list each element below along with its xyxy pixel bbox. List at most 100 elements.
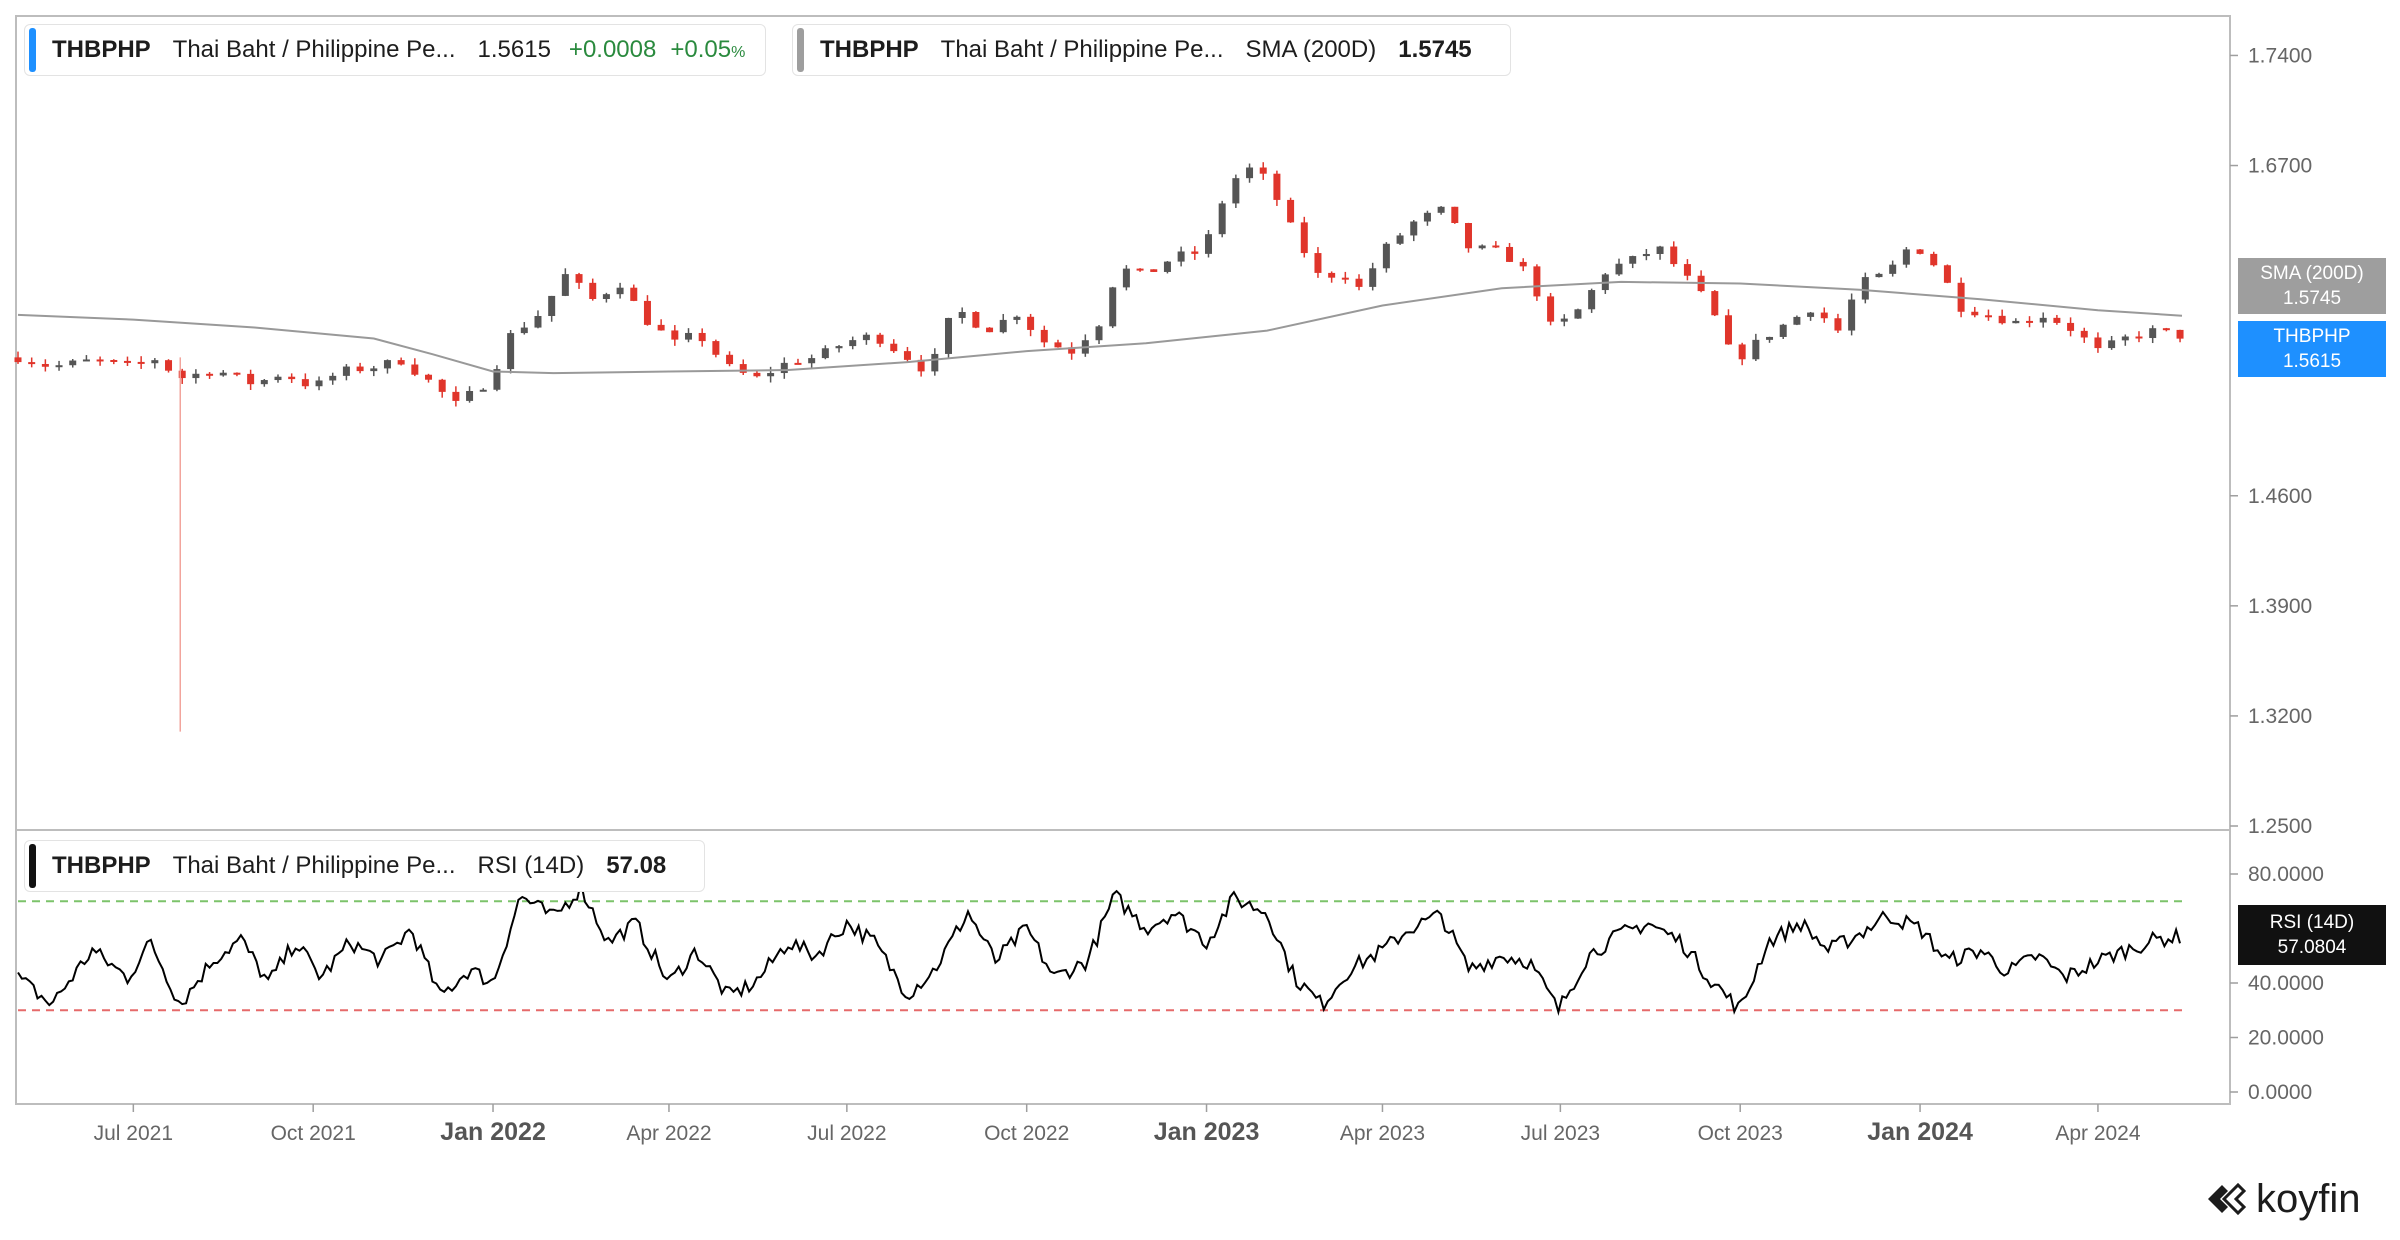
price-candle	[466, 386, 474, 403]
candle-body	[917, 359, 925, 372]
candle-body	[151, 360, 159, 364]
price-candle	[1998, 309, 2006, 325]
candle-body	[2094, 337, 2102, 349]
price-candle	[274, 374, 282, 383]
candle-body	[1519, 261, 1527, 267]
candle-body	[219, 372, 227, 376]
price-candle	[1889, 260, 1897, 277]
price-candle	[507, 330, 515, 374]
candle-body	[589, 282, 597, 299]
candle-body	[274, 376, 282, 381]
legend-sma[interactable]: THBPHP Thai Baht / Philippine Pe... SMA …	[792, 24, 1511, 76]
koyfin-brand[interactable]: koyfin	[2204, 1174, 2361, 1224]
price-candle	[137, 356, 145, 369]
candle-body	[1615, 263, 1623, 275]
candle-body	[1533, 266, 1541, 297]
price-candle	[165, 359, 173, 373]
price-candle	[1807, 311, 1815, 321]
candle-body	[466, 390, 474, 401]
candle-body	[288, 376, 296, 380]
candle-body	[1834, 318, 1842, 331]
candle-body	[1902, 249, 1910, 265]
legend-rsi[interactable]: THBPHP Thai Baht / Philippine Pe... RSI …	[24, 840, 706, 892]
price-candle	[767, 366, 775, 383]
candle-body	[931, 353, 939, 372]
candle-body	[753, 372, 761, 377]
candle-body	[1177, 251, 1185, 262]
legend-main[interactable]: THBPHP Thai Baht / Philippine Pe... 1.56…	[24, 24, 767, 76]
candle-body	[2026, 320, 2034, 323]
price-candle	[2162, 327, 2170, 332]
candle-body	[1109, 287, 1117, 327]
price-candle	[835, 345, 843, 353]
candle-body	[2121, 336, 2129, 341]
price-candle	[917, 355, 925, 377]
price-candle	[2108, 336, 2116, 350]
price-candle	[1287, 197, 1295, 223]
price-candle	[1095, 325, 1103, 345]
candle-body	[1013, 316, 1021, 320]
price-candle	[1560, 314, 1568, 327]
price-candle	[1478, 244, 1486, 250]
price-candle	[2176, 329, 2184, 343]
price-candle	[685, 328, 693, 343]
candle-body	[862, 334, 870, 341]
price-candle	[999, 313, 1007, 334]
legend-sma-value: 1.5745	[1398, 36, 1472, 63]
price-candle	[151, 358, 159, 369]
price-candle	[1711, 290, 1719, 317]
candle-body	[1464, 223, 1472, 249]
candle-body	[671, 330, 679, 340]
candle-body	[1328, 272, 1336, 278]
candle-body	[1040, 329, 1048, 343]
price-candle	[397, 357, 405, 366]
price-y-tick-label: 1.6700	[2248, 155, 2312, 178]
price-candle	[780, 357, 788, 379]
price-badge-label: THBPHP	[2273, 326, 2351, 347]
candle-body	[1259, 167, 1267, 174]
y-axis: 1.7400 1.6700 1.4600 1.3900 1.3200 1.2500 80.0…	[2230, 44, 2324, 1104]
price-candle	[1382, 242, 1390, 273]
candle-body	[1656, 246, 1664, 254]
price-pane[interactable]	[14, 162, 2184, 732]
price-y-tick-label: 1.7400	[2248, 44, 2312, 67]
candle-body	[999, 319, 1007, 333]
price-candle	[1355, 274, 1363, 291]
legend-sma-symbol: THBPHP	[820, 36, 919, 63]
candle-body	[2108, 340, 2116, 349]
candle-body	[2012, 320, 2020, 324]
candle-body	[1027, 316, 1035, 330]
candle-body	[192, 373, 200, 379]
candle-body	[507, 333, 515, 370]
legend-main-name: Thai Baht / Philippine Pe...	[172, 36, 456, 63]
candle-body	[2135, 336, 2143, 339]
candle-body	[1136, 268, 1144, 271]
candle-body	[1738, 344, 1746, 360]
x-tick-label: Apr 2022	[626, 1122, 711, 1145]
candle-body	[1930, 253, 1938, 266]
price-candle	[2121, 334, 2129, 346]
price-candle	[1971, 306, 1979, 318]
candle-body	[1300, 222, 1308, 254]
candle-body	[602, 294, 610, 299]
price-candle	[712, 339, 720, 358]
price-candle	[657, 319, 665, 331]
candle-body	[767, 373, 775, 377]
candle-body	[1984, 315, 1992, 318]
candle-body	[260, 380, 268, 385]
price-candle	[1068, 342, 1076, 360]
candle-body	[69, 360, 77, 366]
rsi-pane[interactable]	[17, 881, 2181, 1017]
price-candle	[1396, 232, 1404, 245]
x-tick-label: Jan 2022	[440, 1118, 546, 1146]
candle-body	[1807, 312, 1815, 317]
price-candle	[1752, 333, 1760, 362]
price-candle	[2094, 332, 2102, 353]
price-candle	[1738, 342, 1746, 366]
candle-body	[28, 362, 36, 365]
price-candle	[247, 369, 255, 390]
candle-body	[397, 360, 405, 365]
price-candle	[329, 372, 337, 385]
rsi-14d-line	[17, 881, 2181, 1017]
candle-body	[1492, 245, 1500, 248]
